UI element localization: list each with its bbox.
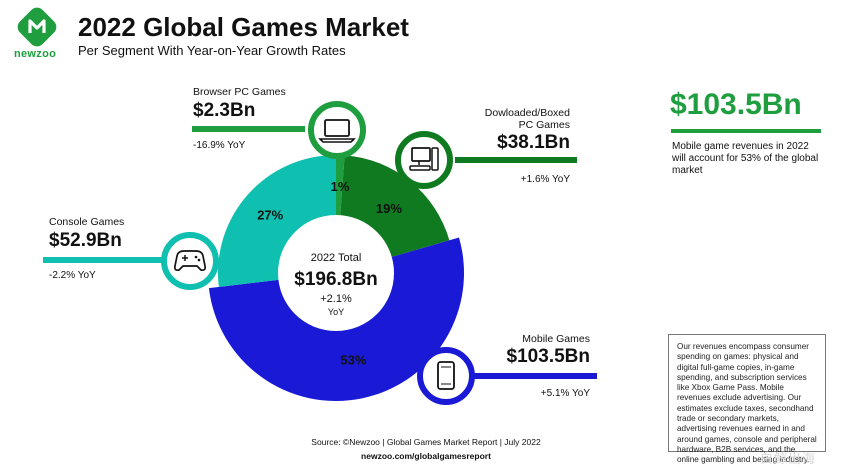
brand-name: newzoo	[14, 48, 57, 60]
console-segment-growth: -2.2% YoY	[49, 270, 96, 281]
newzoo-logo-icon	[17, 7, 57, 47]
console-segment-name: Console Games	[49, 216, 125, 228]
laptop-icon	[308, 101, 366, 159]
highlight-underline	[671, 129, 821, 133]
browser-segment-value: $2.3Bn	[193, 100, 256, 121]
connector-lines	[43, 126, 597, 379]
highlight-value: $103.5Bn	[670, 88, 802, 121]
slice-label-console: 27%	[257, 208, 283, 223]
methodology-note: Our revenues encompass consumer spending…	[668, 334, 826, 464]
page-subtitle: Per Segment With Year-on-Year Growth Rat…	[78, 43, 346, 58]
page-title: 2022 Global Games Market	[78, 12, 409, 42]
source-line: Source: ©Newzoo | Global Games Market Re…	[311, 437, 541, 447]
boxed-pc-segment-name-1: Dowloaded/Boxed	[484, 107, 570, 119]
boxed-pc-segment-name-2: PC Games	[518, 119, 570, 131]
boxed-pc-segment-value: $38.1Bn	[497, 132, 570, 153]
desktop-pc-icon	[395, 131, 453, 189]
console-segment-value: $52.9Bn	[49, 230, 122, 251]
donut-hole	[278, 215, 394, 331]
gamepad-icon	[161, 232, 219, 290]
slice-label-boxed_pc: 19%	[376, 201, 402, 216]
total-growth-unit: YoY	[328, 307, 344, 317]
slice-label-browser: 1%	[331, 179, 350, 194]
boxed-pc-segment-growth: +1.6% YoY	[520, 174, 570, 185]
total-growth: +2.1%	[320, 293, 352, 305]
mobile-segment-growth: +5.1% YoY	[540, 388, 590, 399]
total-label: 2022 Total	[311, 252, 362, 264]
total-value: $196.8Bn	[294, 269, 377, 290]
watermark: 白鲸出海	[760, 451, 817, 466]
mobile-segment-value: $103.5Bn	[506, 346, 590, 367]
highlight-text: Mobile game revenues in 2022 will accoun…	[672, 141, 819, 176]
mobile-segment-name: Mobile Games	[522, 333, 590, 345]
browser-segment-growth: -16.9% YoY	[193, 140, 246, 151]
slice-labels: 1% 19% 53% 27%	[257, 179, 402, 367]
slice-label-mobile: 53%	[340, 352, 366, 367]
smartphone-icon	[417, 347, 475, 405]
report-url: newzoo.com/globalgamesreport	[361, 451, 491, 461]
browser-segment-name: Browser PC Games	[193, 86, 286, 98]
